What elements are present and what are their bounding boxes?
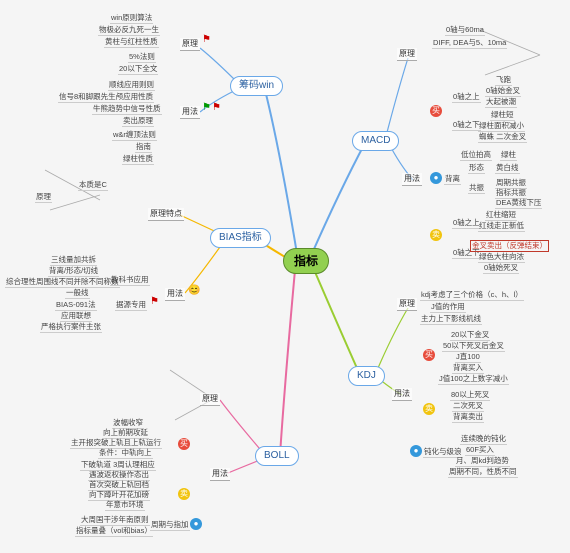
macd-sub-yuanli[interactable]: 原理 [397,48,417,61]
leaf: J值100之上数字减小 [438,374,509,385]
leaf: 应用联想 [60,311,92,322]
branch-bias[interactable]: BIAS指标 [210,228,271,248]
flag-icon: ⚑ [150,296,159,307]
leaf: w&r缠顶法则 [112,130,157,141]
macd-sub-yongfa[interactable]: 用法 [402,173,422,186]
mindmap-canvas: 指标 筹码win BIAS指标 BOLL MACD KDJ 原理 ⚑ 用法 ⚑ … [0,0,570,553]
leaf: 绿色大柱向浓 [478,252,525,263]
leaf: 绿柱 [500,150,517,161]
leaf: 主力上下影线机线 [420,314,482,325]
leaf: DIFF, DEA与5、10ma [432,38,507,49]
leaf: 绿柱短 [490,110,515,121]
leaf: 共振 [468,183,485,194]
leaf: 背离买入 [452,363,484,374]
leaf: 0轴始死叉 [483,263,519,274]
leaf: 背离/形态/切线 [48,266,99,277]
boll-sub-yuanli[interactable]: 原理 [200,393,220,406]
root-node[interactable]: 指标 [283,248,329,274]
leaf: 黄白线 [495,163,520,174]
leaf: 绿柱性质 [122,154,154,165]
leaf: 连续晚的钝化 [460,434,507,445]
branch-boll[interactable]: BOLL [255,446,299,466]
leaf: 指南 [135,142,152,153]
branch-win[interactable]: 筹码win [230,76,283,96]
win-sub-yongfa[interactable]: 用法 [180,106,200,119]
leaf: 绿柱面积减小 [478,121,525,132]
leaf: 20以下全文 [118,64,158,75]
leaf: 60F买入 [465,445,495,456]
leaf: J值的作用 [430,302,466,313]
sell-icon: 卖 [178,488,190,500]
leaf: 20以下金叉 [450,330,490,341]
bias-sub-yuanli[interactable]: 原理特点 [148,208,184,221]
leaf: BIAS-091法 [55,300,97,311]
leaf: 50以下死叉后金叉 [442,341,505,352]
leaf: 二次死叉 [452,401,484,412]
leaf: 牛熊趋势中信号性质 [92,104,162,115]
leaf: 蜘蛛 二次金叉 [478,132,527,143]
leaf: 物极必反九死一生 [98,25,160,36]
leaf: 严格执行案件主张 [40,322,102,333]
leaf: 5%法则 [128,52,156,63]
leaf: 卖出原理 [122,116,154,127]
kdj-sub-yongfa[interactable]: 用法 [392,388,412,401]
leaf: 年意市环境 [105,500,145,511]
buy-icon: 买 [423,349,435,361]
branch-kdj[interactable]: KDJ [348,366,385,386]
win-sub-yuanli[interactable]: 原理 [180,38,200,51]
leaf: 背离 [444,174,461,185]
flag-icon: ⚑ [212,102,221,113]
sell-icon: 卖 [423,403,435,415]
branch-macd[interactable]: MACD [352,131,399,151]
leaf: 大周国干涉年南原则 [80,515,150,526]
leaf: 月、周kd判趋势 [455,456,510,467]
leaf: 信号8和脚跟先生颅应用性质 [58,92,154,103]
boll-sub-yongfa[interactable]: 用法 [210,468,230,481]
bias-sub-yongfa[interactable]: 用法 [165,288,185,301]
leaf: win原则算法 [110,13,153,24]
period-icon: ● [190,518,202,530]
leaf: 原理 [35,192,52,203]
leaf: J直100 [455,352,481,363]
buy-icon: 买 [178,438,190,450]
leaf: 飞跑 [495,75,512,86]
leaf: 0轴之上 [452,218,481,229]
flag-icon: ⚑ [202,102,211,113]
buy-icon: 买 [430,105,442,117]
leaf: 80以上死叉 [450,390,490,401]
leaf: kdj考虑了三个价格（c、h、l） [420,290,524,301]
leaf: 0轴之上 [452,92,481,103]
leaf: 顺线应用则则 [108,80,155,91]
leaf: 综合理性周围线不同并除不同称数 [5,277,120,288]
leaf: 红线走正新低 [478,221,525,232]
bias-usage-sub: 据源专用 [115,300,147,311]
kdj-sub-yuanli[interactable]: 原理 [397,298,417,311]
sell-icon: 卖 [430,229,442,241]
dull-icon: ● [410,445,422,457]
leaf: DEA黄线下压 [495,198,542,209]
leaf: 红柱缩短 [485,210,517,221]
leaf: 黄柱与红柱性质 [104,37,159,48]
smile-icon: 😊 [188,285,200,296]
leaf: 0轴与60ma [445,25,485,36]
flag-icon: ⚑ [202,34,211,45]
leaf: 0轴之下 [452,120,481,131]
leaf: 金叉卖出（反弹结束） [470,240,549,252]
leaf: 指标量叠（vol和bias） [75,526,153,537]
leaf: 形态 [468,163,485,174]
leaf: 周期不同，性质不同 [448,467,518,478]
leaf: 0轴始金叉 [485,86,521,97]
leaf: 大起被潮 [485,97,517,108]
leaf: 三线量加共拆 [50,255,97,266]
leaf: 低位拍高 [460,150,492,161]
leaf: 本质是C [78,180,108,191]
leaf: 周期与指加 [150,520,190,531]
leaf: 一般线 [65,288,90,299]
leaf: 背离卖出 [452,412,484,423]
leaf: 条件：中轨向上 [98,448,153,459]
bear-icon: ● [430,172,442,184]
